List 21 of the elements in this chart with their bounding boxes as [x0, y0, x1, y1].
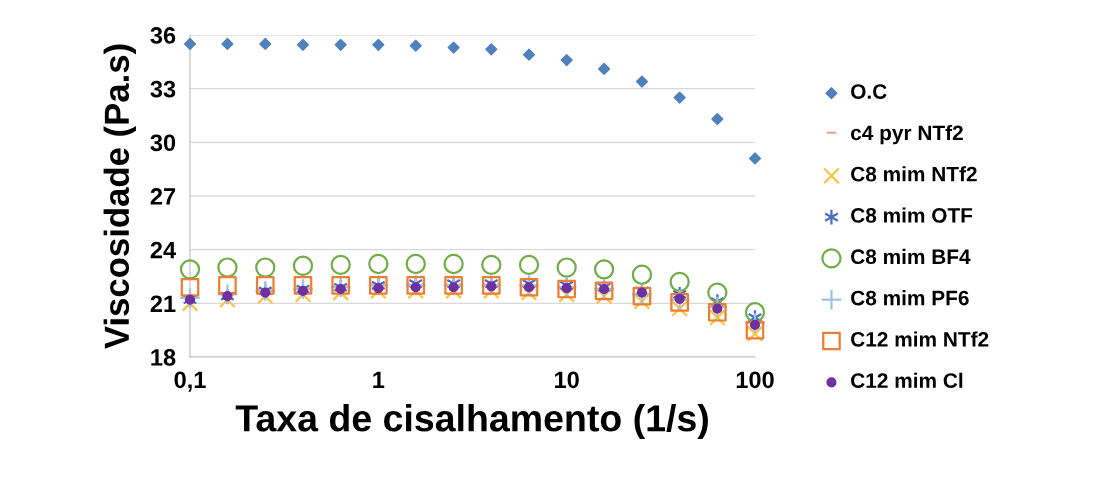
x-axis-title: Taxa de cisalhamento (1/s)	[235, 404, 708, 439]
y-tick-label: 36	[150, 27, 176, 44]
y-tick-label: 21	[150, 295, 176, 312]
y-tick-label: 18	[151, 349, 176, 366]
legend-label: C12 mim NTf2	[851, 331, 989, 347]
legend-label: c4 pyr NTf2	[851, 124, 963, 145]
y-tick-label: 33	[150, 80, 176, 98]
legend-label: C8 mim BF4	[851, 248, 971, 265]
x-tick-label: 1	[373, 371, 385, 388]
legend-label: C8 mim PF6	[851, 290, 969, 306]
x-tick-label: 10	[555, 371, 579, 389]
y-tick-label: 30	[150, 134, 176, 152]
y-tick-label: 24	[150, 241, 176, 259]
x-tick-label: 0,1	[174, 371, 206, 392]
y-tick-label: 27	[150, 188, 176, 205]
legend-label: C12 mim Cl	[851, 372, 963, 388]
legend-label: C8 mim OTF	[851, 207, 973, 223]
legend-label: O.C	[851, 84, 887, 99]
legend-label: C8 mim NTf2	[851, 166, 977, 182]
y-axis-title: Viscosidade (Pa.s)	[103, 44, 136, 349]
x-tick-label: 100	[736, 371, 774, 389]
